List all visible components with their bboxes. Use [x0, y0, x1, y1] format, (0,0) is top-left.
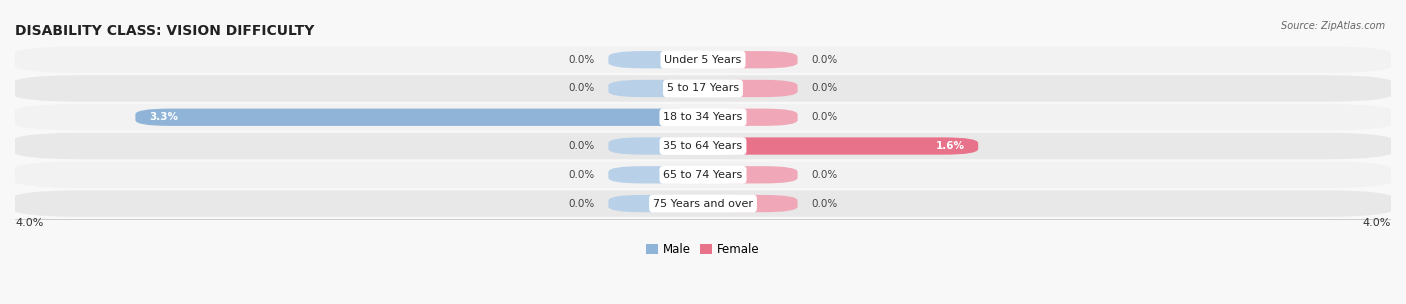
Text: Source: ZipAtlas.com: Source: ZipAtlas.com — [1281, 21, 1385, 31]
Text: 3.3%: 3.3% — [149, 112, 179, 122]
Text: 0.0%: 0.0% — [568, 84, 595, 93]
Text: 0.0%: 0.0% — [568, 199, 595, 209]
Text: DISABILITY CLASS: VISION DIFFICULTY: DISABILITY CLASS: VISION DIFFICULTY — [15, 24, 315, 38]
Text: 5 to 17 Years: 5 to 17 Years — [666, 84, 740, 93]
Text: 1.6%: 1.6% — [935, 141, 965, 151]
FancyBboxPatch shape — [703, 195, 797, 212]
FancyBboxPatch shape — [7, 161, 1399, 188]
Text: Under 5 Years: Under 5 Years — [665, 55, 741, 65]
FancyBboxPatch shape — [609, 166, 703, 183]
Text: 0.0%: 0.0% — [811, 199, 838, 209]
Text: 0.0%: 0.0% — [568, 55, 595, 65]
Text: 4.0%: 4.0% — [1362, 218, 1391, 228]
FancyBboxPatch shape — [609, 195, 703, 212]
FancyBboxPatch shape — [703, 109, 797, 126]
Text: 0.0%: 0.0% — [568, 141, 595, 151]
Text: 0.0%: 0.0% — [811, 170, 838, 180]
FancyBboxPatch shape — [703, 80, 797, 97]
Text: 0.0%: 0.0% — [811, 84, 838, 93]
Text: 35 to 64 Years: 35 to 64 Years — [664, 141, 742, 151]
FancyBboxPatch shape — [135, 109, 703, 126]
Text: 18 to 34 Years: 18 to 34 Years — [664, 112, 742, 122]
FancyBboxPatch shape — [7, 190, 1399, 217]
FancyBboxPatch shape — [7, 133, 1399, 159]
Legend: Male, Female: Male, Female — [641, 238, 765, 261]
FancyBboxPatch shape — [703, 166, 797, 183]
FancyBboxPatch shape — [7, 104, 1399, 130]
FancyBboxPatch shape — [7, 47, 1399, 73]
FancyBboxPatch shape — [609, 137, 703, 155]
FancyBboxPatch shape — [7, 75, 1399, 102]
Text: 65 to 74 Years: 65 to 74 Years — [664, 170, 742, 180]
FancyBboxPatch shape — [609, 51, 703, 68]
Text: 75 Years and over: 75 Years and over — [652, 199, 754, 209]
Text: 0.0%: 0.0% — [811, 112, 838, 122]
Text: 0.0%: 0.0% — [568, 170, 595, 180]
Text: 0.0%: 0.0% — [811, 55, 838, 65]
Text: 4.0%: 4.0% — [15, 218, 44, 228]
FancyBboxPatch shape — [703, 137, 979, 155]
FancyBboxPatch shape — [609, 80, 703, 97]
FancyBboxPatch shape — [703, 51, 797, 68]
